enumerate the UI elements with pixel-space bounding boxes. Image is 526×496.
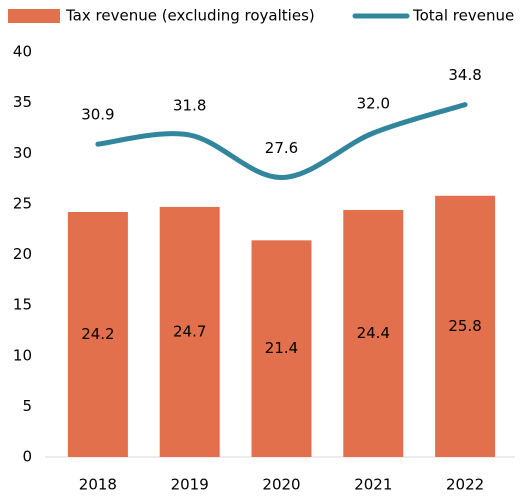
line-value-label: 27.6 (265, 139, 298, 157)
x-tick-label: 2018 (79, 476, 117, 494)
x-tick-label: 2019 (171, 476, 209, 494)
y-tick-label: 15 (13, 296, 32, 314)
line-value-label: 32.0 (357, 95, 390, 113)
y-tick-label: 35 (13, 93, 32, 111)
line (95, 102, 468, 181)
bar-value-label: 25.8 (448, 317, 481, 335)
y-tick-label: 20 (13, 245, 32, 263)
bar-value-label: 24.7 (173, 322, 206, 340)
x-tick-label: 2021 (354, 476, 392, 494)
line-value-label: 30.9 (81, 106, 114, 124)
bar (435, 195, 496, 457)
bar (251, 240, 312, 457)
line-value-label: 34.8 (448, 66, 481, 84)
y-tick-label: 0 (22, 448, 32, 466)
y-tick-label: 10 (13, 346, 32, 364)
y-tick-label: 30 (13, 144, 32, 162)
bar (343, 209, 404, 457)
bar-value-label: 24.4 (357, 324, 390, 342)
y-tick-label: 25 (13, 194, 32, 212)
x-tick-label: 2022 (446, 476, 484, 494)
bar (159, 206, 220, 457)
bar (67, 211, 128, 457)
line-value-label: 31.8 (173, 97, 206, 115)
x-tick-label: 2020 (262, 476, 300, 494)
y-tick-label: 40 (13, 43, 32, 61)
legend-swatch (8, 9, 60, 23)
bar-value-label: 21.4 (265, 339, 298, 357)
legend-label: Total revenue (412, 7, 514, 25)
legend-label: Tax revenue (excluding royalties) (65, 7, 315, 25)
y-tick-label: 5 (22, 397, 32, 415)
bar-value-label: 24.2 (81, 325, 114, 343)
